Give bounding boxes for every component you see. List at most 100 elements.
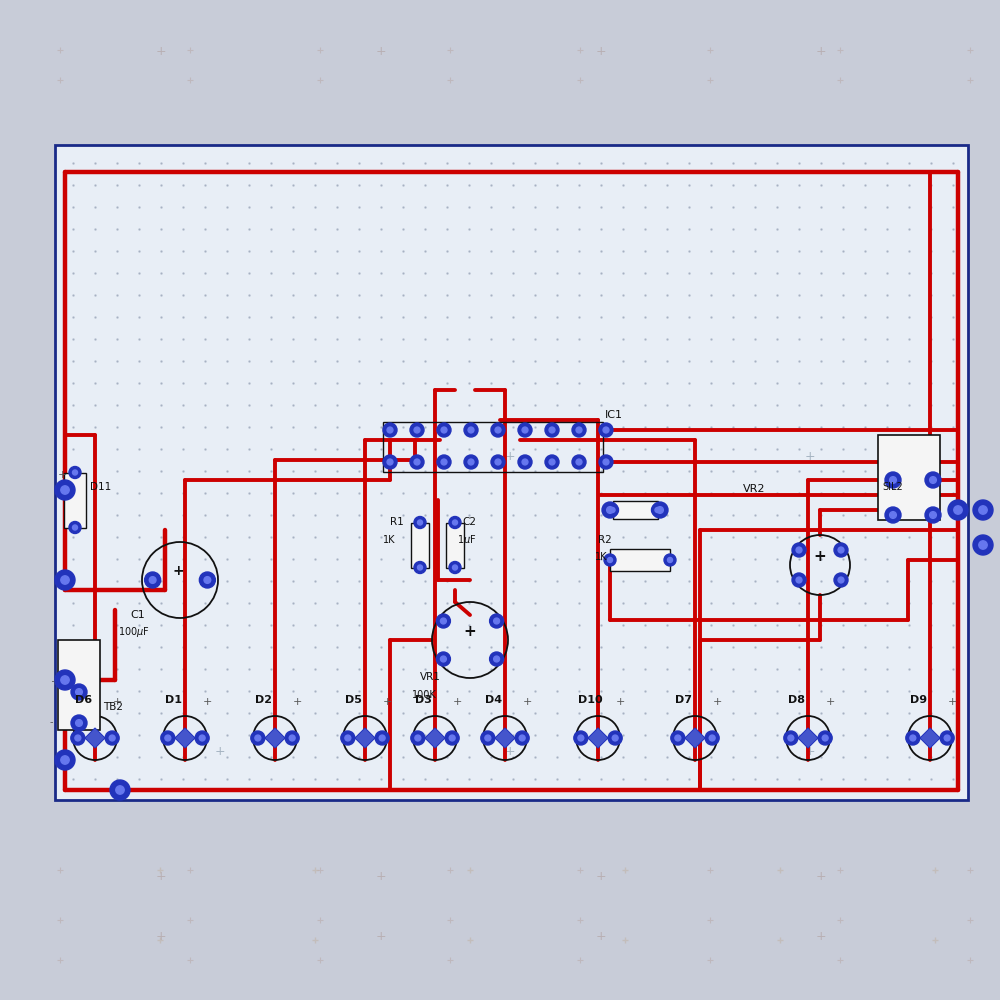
Text: +: + bbox=[50, 677, 58, 687]
Circle shape bbox=[75, 735, 81, 741]
Bar bbox=[411, 522, 429, 568]
Circle shape bbox=[71, 715, 87, 731]
Circle shape bbox=[599, 455, 613, 469]
Circle shape bbox=[515, 731, 529, 745]
Text: +: + bbox=[813, 549, 826, 564]
Circle shape bbox=[578, 735, 584, 741]
Circle shape bbox=[948, 500, 968, 520]
Circle shape bbox=[145, 572, 161, 588]
Circle shape bbox=[415, 735, 421, 741]
Circle shape bbox=[491, 423, 505, 437]
Circle shape bbox=[105, 731, 119, 745]
Circle shape bbox=[61, 576, 69, 584]
Circle shape bbox=[979, 506, 987, 514]
Text: D2: D2 bbox=[255, 695, 272, 705]
Text: +: + bbox=[596, 930, 607, 943]
Circle shape bbox=[784, 731, 798, 745]
Circle shape bbox=[436, 652, 450, 666]
Text: D3: D3 bbox=[415, 695, 432, 705]
Circle shape bbox=[612, 735, 618, 741]
Polygon shape bbox=[355, 728, 375, 748]
Circle shape bbox=[973, 535, 993, 555]
Circle shape bbox=[925, 507, 941, 523]
Text: +: + bbox=[816, 870, 827, 883]
Circle shape bbox=[285, 731, 299, 745]
Circle shape bbox=[910, 735, 916, 741]
Circle shape bbox=[608, 731, 622, 745]
Circle shape bbox=[379, 735, 385, 741]
Circle shape bbox=[109, 735, 115, 741]
Circle shape bbox=[464, 423, 478, 437]
Bar bbox=[58, 640, 100, 730]
Text: +: + bbox=[376, 45, 387, 58]
Circle shape bbox=[437, 455, 451, 469]
Text: 1K: 1K bbox=[383, 535, 396, 545]
Circle shape bbox=[490, 614, 504, 628]
Circle shape bbox=[599, 423, 613, 437]
Circle shape bbox=[387, 459, 393, 465]
Circle shape bbox=[574, 731, 588, 745]
Circle shape bbox=[890, 477, 896, 483]
Text: 100$\mu$F: 100$\mu$F bbox=[118, 625, 150, 639]
Circle shape bbox=[667, 557, 673, 563]
Circle shape bbox=[72, 525, 78, 530]
Circle shape bbox=[440, 656, 446, 662]
Text: +: + bbox=[523, 697, 532, 707]
Circle shape bbox=[576, 459, 582, 465]
Text: +: + bbox=[173, 564, 185, 578]
Circle shape bbox=[885, 472, 901, 488]
Circle shape bbox=[973, 500, 993, 520]
Circle shape bbox=[414, 427, 420, 433]
Circle shape bbox=[788, 735, 794, 741]
Polygon shape bbox=[798, 728, 818, 748]
Circle shape bbox=[55, 670, 75, 690]
Text: 100K: 100K bbox=[412, 690, 437, 700]
Text: D9: D9 bbox=[910, 695, 927, 705]
Circle shape bbox=[69, 522, 81, 534]
Bar bbox=[878, 435, 940, 520]
Text: 1$\mu$F: 1$\mu$F bbox=[457, 533, 476, 547]
Circle shape bbox=[387, 427, 393, 433]
Circle shape bbox=[464, 455, 478, 469]
Circle shape bbox=[55, 750, 75, 770]
Text: D6: D6 bbox=[75, 695, 92, 705]
Text: +: + bbox=[58, 470, 67, 480]
Circle shape bbox=[55, 480, 75, 500]
Circle shape bbox=[490, 652, 504, 666]
Circle shape bbox=[449, 562, 461, 574]
Bar bbox=[64, 473, 86, 528]
Circle shape bbox=[204, 577, 211, 583]
Circle shape bbox=[195, 731, 209, 745]
Circle shape bbox=[491, 455, 505, 469]
Circle shape bbox=[485, 735, 491, 741]
Polygon shape bbox=[588, 728, 608, 748]
Circle shape bbox=[375, 731, 389, 745]
Circle shape bbox=[602, 502, 618, 518]
Text: SIL2: SIL2 bbox=[882, 482, 903, 492]
Circle shape bbox=[572, 423, 586, 437]
Polygon shape bbox=[920, 728, 940, 748]
Circle shape bbox=[518, 423, 532, 437]
Circle shape bbox=[519, 735, 525, 741]
Circle shape bbox=[165, 735, 171, 741]
Text: +: + bbox=[215, 745, 226, 758]
Circle shape bbox=[494, 618, 500, 624]
Text: D10: D10 bbox=[578, 695, 603, 705]
Circle shape bbox=[441, 459, 447, 465]
Circle shape bbox=[652, 502, 668, 518]
Text: +: + bbox=[383, 697, 392, 707]
Text: R1: R1 bbox=[390, 517, 404, 527]
Circle shape bbox=[71, 731, 85, 745]
Circle shape bbox=[940, 731, 954, 745]
Circle shape bbox=[481, 731, 495, 745]
Circle shape bbox=[607, 557, 613, 563]
Circle shape bbox=[199, 735, 205, 741]
Bar bbox=[446, 522, 464, 568]
Text: +: + bbox=[505, 450, 516, 463]
Circle shape bbox=[411, 731, 425, 745]
Circle shape bbox=[410, 423, 424, 437]
Circle shape bbox=[110, 780, 130, 800]
Text: +: + bbox=[463, 624, 476, 639]
Circle shape bbox=[345, 735, 351, 741]
Circle shape bbox=[61, 486, 69, 494]
